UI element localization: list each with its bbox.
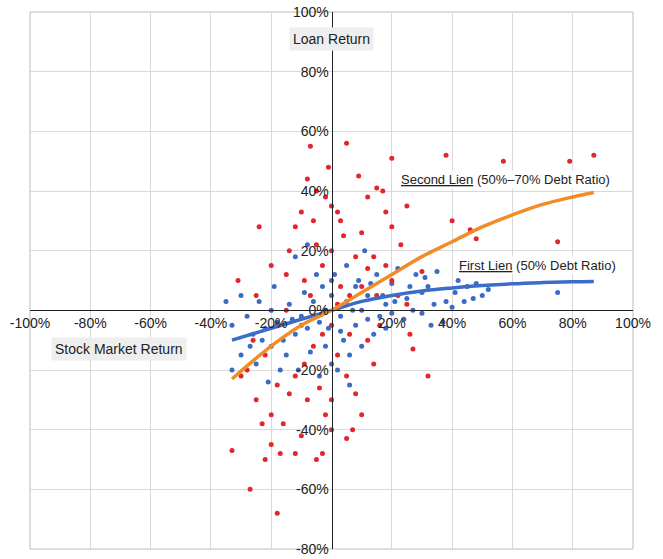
svg-text:0%: 0% (308, 302, 328, 318)
svg-text:20%: 20% (378, 315, 406, 331)
svg-text:First Lien (50% Debt Ratio): First Lien (50% Debt Ratio) (459, 258, 616, 273)
svg-text:60%: 60% (498, 315, 526, 331)
svg-text:Loan Return: Loan Return (293, 31, 370, 47)
svg-text:100%: 100% (615, 315, 651, 331)
svg-text:-40%: -40% (296, 422, 329, 438)
svg-text:-80%: -80% (74, 315, 107, 331)
svg-text:80%: 80% (301, 64, 329, 80)
svg-text:20%: 20% (301, 243, 329, 259)
svg-text:-40%: -40% (195, 315, 228, 331)
svg-text:40%: 40% (438, 315, 466, 331)
svg-text:-60%: -60% (134, 315, 167, 331)
svg-text:-20%: -20% (255, 315, 288, 331)
svg-text:-60%: -60% (296, 481, 329, 497)
svg-text:80%: 80% (559, 315, 587, 331)
svg-text:-20%: -20% (296, 362, 329, 378)
svg-text:40%: 40% (301, 183, 329, 199)
svg-text:Stock Market Return: Stock Market Return (55, 341, 183, 357)
svg-text:-80%: -80% (296, 541, 329, 557)
svg-text:60%: 60% (301, 123, 329, 139)
svg-text:-100%: -100% (10, 315, 50, 331)
svg-text:Second Lien (50%–70% Debt Rati: Second Lien (50%–70% Debt Ratio) (401, 172, 610, 187)
svg-text:100%: 100% (293, 4, 329, 20)
